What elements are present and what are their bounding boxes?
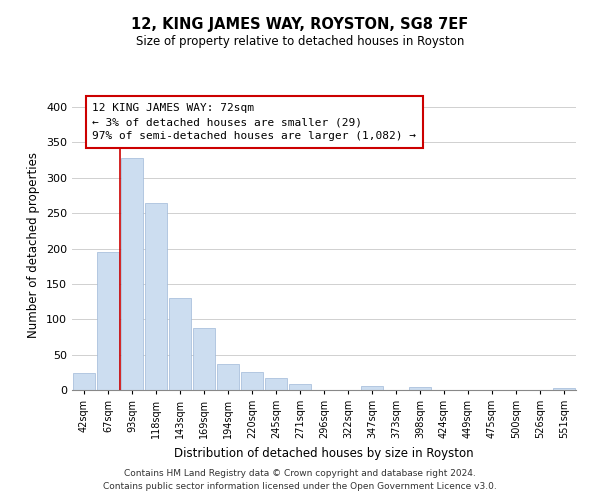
Bar xyxy=(145,202,167,390)
Bar xyxy=(241,372,263,390)
Text: 12 KING JAMES WAY: 72sqm
← 3% of detached houses are smaller (29)
97% of semi-de: 12 KING JAMES WAY: 72sqm ← 3% of detache… xyxy=(92,103,416,141)
Text: Contains HM Land Registry data © Crown copyright and database right 2024.: Contains HM Land Registry data © Crown c… xyxy=(124,468,476,477)
Bar xyxy=(553,388,575,390)
Y-axis label: Number of detached properties: Number of detached properties xyxy=(28,152,40,338)
Bar xyxy=(409,387,431,390)
Bar xyxy=(121,158,143,390)
Bar xyxy=(73,373,95,390)
Bar xyxy=(169,298,191,390)
Bar xyxy=(217,364,239,390)
X-axis label: Distribution of detached houses by size in Royston: Distribution of detached houses by size … xyxy=(174,446,474,460)
Text: Size of property relative to detached houses in Royston: Size of property relative to detached ho… xyxy=(136,35,464,48)
Bar xyxy=(361,386,383,390)
Text: Contains public sector information licensed under the Open Government Licence v3: Contains public sector information licen… xyxy=(103,482,497,491)
Text: 12, KING JAMES WAY, ROYSTON, SG8 7EF: 12, KING JAMES WAY, ROYSTON, SG8 7EF xyxy=(131,18,469,32)
Bar xyxy=(265,378,287,390)
Bar xyxy=(289,384,311,390)
Bar xyxy=(97,252,119,390)
Bar xyxy=(193,328,215,390)
